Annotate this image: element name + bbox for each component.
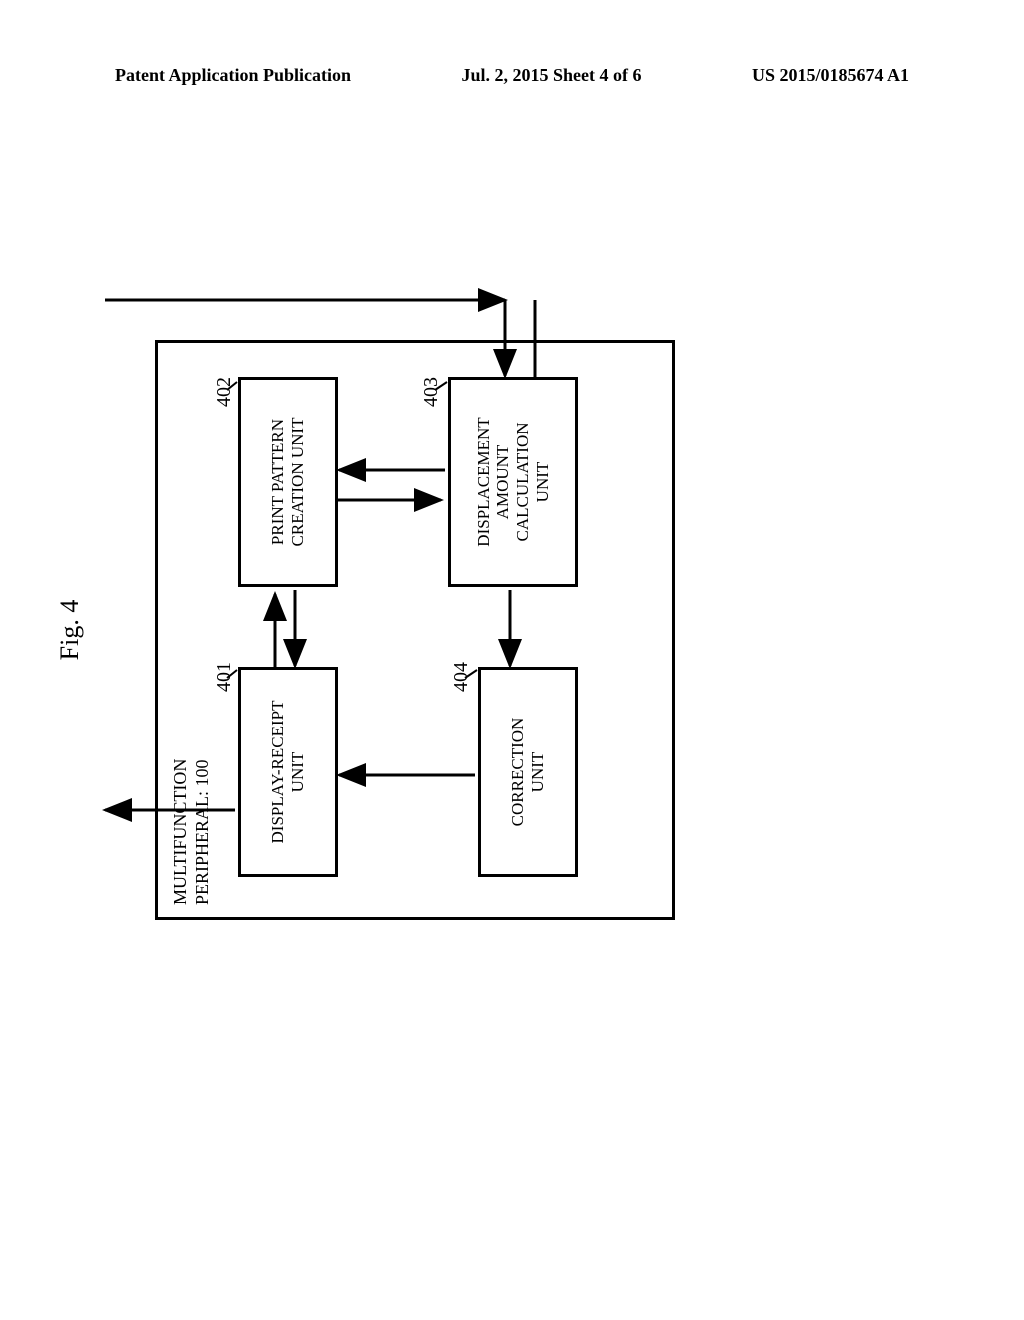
header-left: Patent Application Publication bbox=[115, 65, 351, 86]
diagram: Fig. 4 MULTIFUNCTION PERIPHERAL: 100 DIS… bbox=[115, 340, 815, 920]
figure-label: Fig. 4 bbox=[55, 600, 85, 661]
header-center: Jul. 2, 2015 Sheet 4 of 6 bbox=[462, 65, 642, 86]
arrows-svg bbox=[115, 220, 765, 920]
header-right: US 2015/0185674 A1 bbox=[752, 65, 909, 86]
page-header: Patent Application Publication Jul. 2, 2… bbox=[0, 65, 1024, 86]
